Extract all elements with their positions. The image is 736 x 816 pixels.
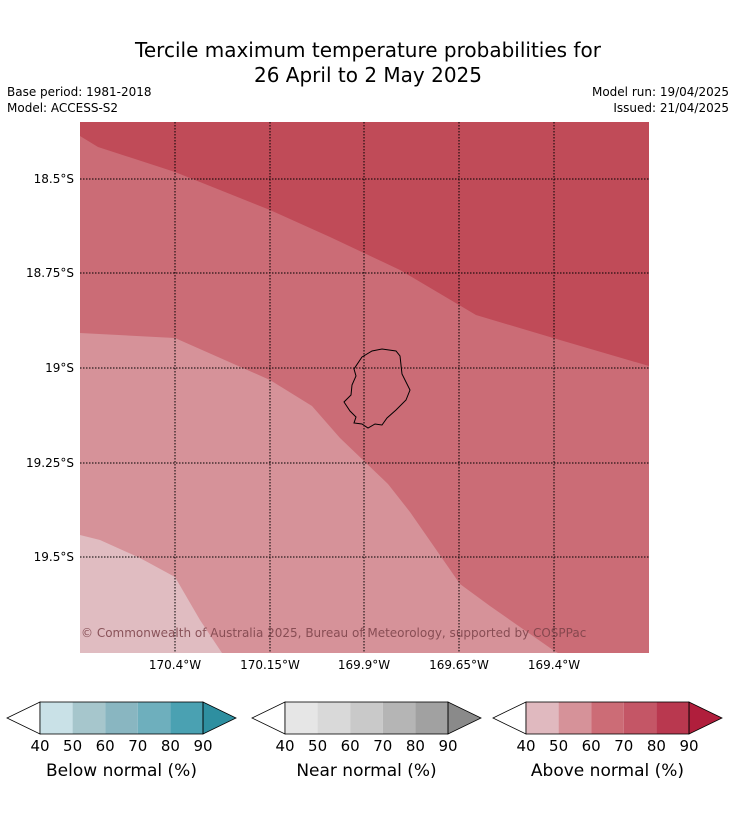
lon-tick-label: 169.4°W bbox=[528, 658, 580, 672]
colorbar-outline bbox=[284, 701, 449, 735]
lon-tick-label: 169.9°W bbox=[338, 658, 390, 672]
colorbar-segment bbox=[526, 702, 559, 734]
colorbar-tick-label: 60 bbox=[582, 737, 601, 755]
base-period: Base period: 1981-2018 bbox=[7, 85, 152, 99]
lon-tick-label: 170.15°W bbox=[240, 658, 300, 672]
lon-tick-label: 169.65°W bbox=[429, 658, 489, 672]
colorbar-segment bbox=[317, 702, 351, 734]
colorbar-tick-label: 90 bbox=[679, 737, 698, 755]
colorbar-extend-low bbox=[492, 701, 527, 735]
colorbar-outline bbox=[39, 701, 204, 735]
colorbar-extend-low bbox=[251, 701, 286, 735]
model-run: Model run: 19/04/2025 bbox=[591, 85, 729, 99]
model-name: Model: ACCESS-S2 bbox=[7, 101, 119, 115]
colorbar-segment bbox=[558, 702, 592, 734]
colorbar-segment bbox=[137, 702, 171, 734]
graticule bbox=[80, 122, 649, 653]
colorbar-label-near: Near normal (%) bbox=[296, 761, 437, 781]
colorbar-tick-label: 60 bbox=[96, 737, 115, 755]
colorbar-extend-high bbox=[447, 701, 482, 735]
colorbar-segment bbox=[382, 702, 416, 734]
colorbar-tick-label: 50 bbox=[308, 737, 327, 755]
lat-tick-label: 18.75°S bbox=[26, 266, 74, 280]
chart-title: Tercile maximum temperature probabilitie… bbox=[0, 38, 736, 88]
colorbar-tick-label: 80 bbox=[161, 737, 180, 755]
colorbar-tick-label: 60 bbox=[341, 737, 360, 755]
colorbar-tick-label: 70 bbox=[614, 737, 633, 755]
colorbar-tick-label: 40 bbox=[275, 737, 294, 755]
colorbar-segment bbox=[105, 702, 138, 734]
colorbar-segment bbox=[285, 702, 318, 734]
meta-right: Model run: 19/04/2025 Issued: 21/04/2025 bbox=[592, 84, 729, 116]
colorbar: 40 50 60 70 80 90 bbox=[492, 701, 723, 755]
latitude-labels: 18.5°S 18.75°S 19°S 19.25°S 19.5°S bbox=[26, 172, 74, 564]
title-line-1: Tercile maximum temperature probabilitie… bbox=[135, 38, 601, 62]
lat-tick-label: 19°S bbox=[45, 361, 74, 375]
colorbar-tick-label: 50 bbox=[549, 737, 568, 755]
colorbar-segment bbox=[72, 702, 106, 734]
colorbar-tick-label: 70 bbox=[373, 737, 392, 755]
lat-tick-label: 19.25°S bbox=[26, 456, 74, 470]
lat-tick-label: 19.5°S bbox=[34, 550, 74, 564]
island-outline bbox=[343, 348, 411, 429]
colorbar-tick-label: 50 bbox=[63, 737, 82, 755]
colorbar-extend-high bbox=[202, 701, 237, 735]
colorbar-tick-label: 90 bbox=[438, 737, 457, 755]
longitude-labels: 170.4°W 170.15°W 169.9°W 169.65°W 169.4°W bbox=[149, 658, 580, 672]
colorbar: 40 50 60 70 80 90 bbox=[6, 701, 237, 755]
colorbar-segment bbox=[350, 702, 383, 734]
colorbar-segment bbox=[415, 702, 448, 734]
copyright-notice: © Commonwealth of Australia 2025, Bureau… bbox=[81, 626, 586, 640]
issued-date: Issued: 21/04/2025 bbox=[613, 101, 729, 115]
colorbars: 40 50 60 70 80 90 40 50 60 70 80 90 40 50 60 70 80 90 bbox=[6, 701, 723, 755]
colorbar-segment bbox=[40, 702, 73, 734]
colorbar-tick-label: 80 bbox=[406, 737, 425, 755]
colorbar-extend-low bbox=[6, 701, 41, 735]
lon-tick-label: 170.4°W bbox=[149, 658, 201, 672]
colorbar-segment bbox=[170, 702, 203, 734]
colorbar-tick-label: 80 bbox=[647, 737, 666, 755]
colorbar-tick-label: 40 bbox=[30, 737, 49, 755]
lat-tick-label: 18.5°S bbox=[34, 172, 74, 186]
region-above-40-50 bbox=[80, 535, 222, 653]
colorbar-label-below: Below normal (%) bbox=[46, 761, 197, 781]
colorbar-segment bbox=[623, 702, 657, 734]
colorbar-tick-label: 70 bbox=[128, 737, 147, 755]
colorbar-tick-label: 90 bbox=[193, 737, 212, 755]
colorbar-tick-label: 40 bbox=[516, 737, 535, 755]
colorbar-label-above: Above normal (%) bbox=[530, 761, 685, 781]
title-line-2: 26 April to 2 May 2025 bbox=[254, 63, 482, 87]
colorbar-segment bbox=[656, 702, 689, 734]
colorbar-segment bbox=[591, 702, 624, 734]
colorbar-outline bbox=[525, 701, 690, 735]
colorbar-extend-high bbox=[688, 701, 723, 735]
meta-left: Base period: 1981-2018 Model: ACCESS-S2 bbox=[7, 84, 152, 116]
region-above-50-60 bbox=[80, 333, 558, 653]
colorbar: 40 50 60 70 80 90 bbox=[251, 701, 482, 755]
